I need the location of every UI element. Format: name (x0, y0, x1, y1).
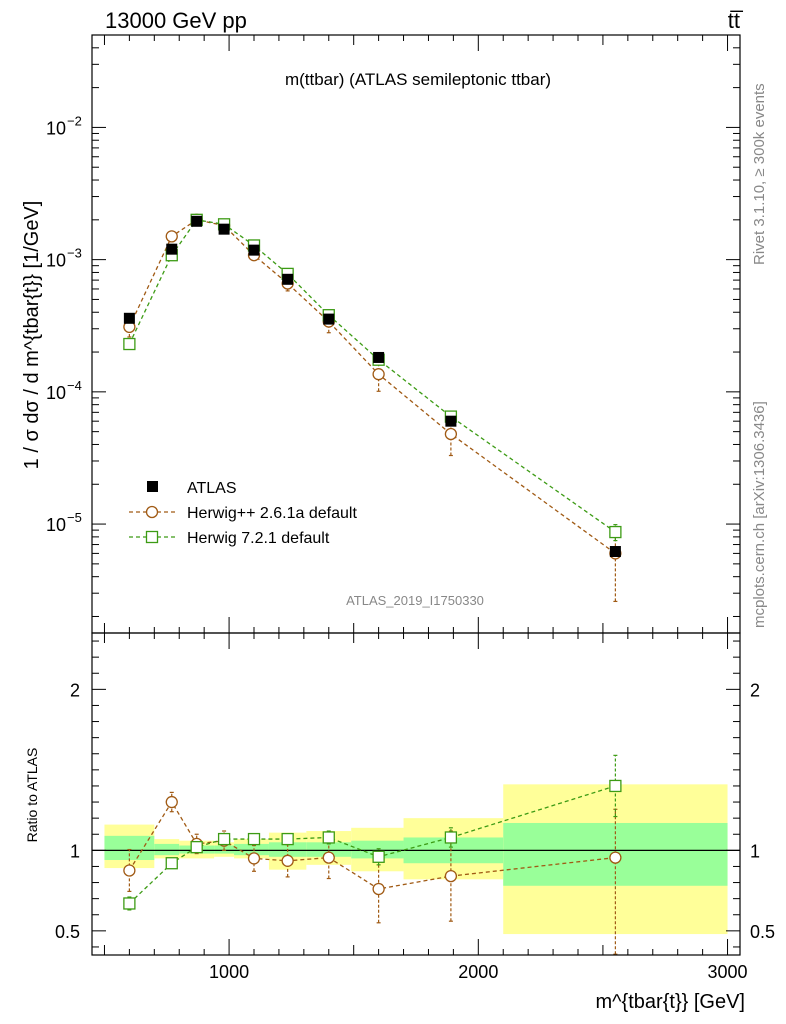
stat-uncertainty-band (154, 843, 180, 856)
main-line-herwig-2-6-1a-default (128, 219, 616, 554)
main-point-atlas (609, 546, 621, 558)
ratio-y-tick-label-left: 0.5 (55, 922, 80, 942)
ratio-point-herwig-7-2-1-default (281, 832, 294, 846)
legend-marker-herwigpp (145, 505, 159, 519)
stat-uncertainty-band (234, 843, 269, 856)
legend: ATLAS Herwig++ 2.6.1a default Herwig 7.2… (129, 480, 357, 547)
ratio-point-herwig-2-6-1a-default (165, 795, 178, 809)
chart-title: m(ttbar) (ATLAS semileptonic ttbar) (285, 70, 551, 89)
ratio-point-herwig-7-2-1-default (322, 831, 335, 844)
main-y-tick-label: 10 (46, 515, 66, 535)
ratio-y-axis-label: Ratio to ATLAS (24, 748, 40, 843)
energy-label: 13000 GeV pp (105, 8, 247, 33)
ratio-point-herwig-7-2-1-default (444, 831, 458, 844)
rivet-version-label: Rivet 3.1.10, ≥ 300k events (751, 83, 768, 265)
legend-label-atlas: ATLAS (187, 480, 237, 497)
ratio-line-herwig-7-2-1-default (128, 785, 616, 904)
legend-label-herwigpp: Herwig++ 2.6.1a default (187, 505, 357, 522)
stat-uncertainty-band (306, 842, 352, 857)
analysis-watermark: ATLAS_2019_I1750330 (346, 593, 484, 608)
ratio-point-herwig-2-6-1a-default (281, 854, 294, 867)
main-y-tick-exponent: −3 (67, 246, 82, 261)
main-y-tick-base: 10 (46, 251, 66, 271)
x-axis-label: m^{tbar{t}} [GeV] (596, 991, 745, 1013)
main-point-atlas (248, 244, 260, 256)
ratio-point-herwig-2-6-1a-default (444, 869, 458, 883)
ratio-point-herwig-2-6-1a-default (609, 851, 622, 864)
legend-marker-atlas (147, 481, 158, 492)
mcplots-label: mcplots.cern.ch [arXiv:1306.3436] (751, 401, 768, 628)
ratio-y-tick-label-right: 0.5 (750, 922, 775, 942)
main-point-atlas (191, 215, 203, 227)
x-tick-label: 2000 (458, 962, 498, 982)
legend-marker-herwig7 (145, 530, 159, 544)
ratio-point-herwig-2-6-1a-default (322, 851, 335, 864)
ratio-y-tick-label-right: 2 (750, 680, 760, 700)
main-point-herwig-2-6-1a-default (372, 368, 385, 381)
ratio-point-herwig-2-6-1a-default (247, 852, 261, 865)
ratio-point-herwig-7-2-1-default (190, 840, 203, 854)
ratio-point-herwig-7-2-1-default (123, 897, 136, 910)
main-y-tick-base: 10 (46, 118, 66, 138)
x-tick-label: 1000 (209, 962, 249, 982)
main-point-herwig-2-6-1a-default (444, 427, 458, 441)
main-panel: m(ttbar) (ATLAS semileptonic ttbar) ATLA… (21, 34, 741, 634)
ratio-point-herwig-7-2-1-default (217, 832, 231, 846)
main-y-tick-base: 10 (46, 515, 66, 535)
x-tick-label: 3000 (708, 962, 748, 982)
main-y-tick-exponent: −4 (67, 378, 82, 393)
main-y-tick-label: 10 (46, 118, 66, 138)
ratio-point-herwig-7-2-1-default (165, 857, 178, 870)
ratio-panel: 0.5 0.5 1 1 2 2 1000 2000 3000 Ratio to ATLAS m… (24, 632, 775, 1013)
main-point-herwig-7-2-1-default (609, 525, 622, 539)
legend-label-herwig7: Herwig 7.2.1 default (187, 530, 330, 547)
main-point-atlas (282, 273, 294, 285)
main-y-tick-label: 10 (46, 383, 66, 403)
ratio-y-tick-label-left: 2 (70, 680, 80, 700)
main-point-herwig-7-2-1-default (123, 337, 136, 351)
ratio-y-tick-label-right: 1 (750, 841, 760, 861)
main-y-axis-label: 1 / σ dσ / d m^{tbar{t}} [1/GeV] (21, 201, 43, 470)
ratio-point-herwig-7-2-1-default (372, 850, 385, 863)
ratio-y-tick-label-left: 1 (70, 841, 80, 861)
main-y-tick-exponent: −5 (67, 510, 82, 525)
main-point-atlas (166, 243, 178, 255)
ratio-point-herwig-2-6-1a-default (372, 882, 385, 896)
ratio-point-herwig-2-6-1a-default (123, 864, 136, 877)
main-point-atlas (323, 313, 335, 325)
main-y-tick-label: 10 (46, 251, 66, 271)
main-point-atlas (373, 351, 385, 363)
ratio-frame (91, 632, 741, 956)
main-y-tick-base: 10 (46, 383, 66, 403)
main-point-atlas (123, 312, 135, 324)
main-line-herwig-7-2-1-default (128, 219, 616, 533)
main-point-atlas (445, 415, 457, 427)
main-point-herwig-2-6-1a-default (165, 230, 178, 243)
ratio-point-herwig-7-2-1-default (247, 832, 261, 846)
process-label: tt̅ (728, 8, 744, 33)
main-y-tick-exponent: −2 (67, 113, 82, 128)
ratio-point-herwig-7-2-1-default (609, 779, 622, 793)
main-point-atlas (218, 223, 230, 235)
